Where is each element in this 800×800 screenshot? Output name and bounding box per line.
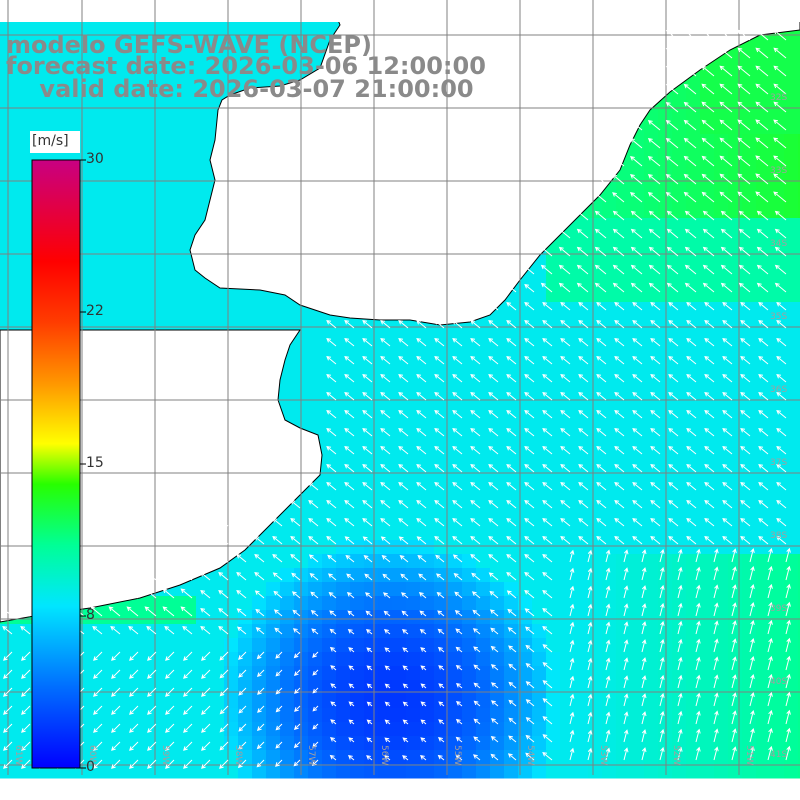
unit-box bbox=[30, 131, 80, 153]
lat-label: 41S bbox=[770, 750, 787, 760]
lon-label: 55W bbox=[452, 745, 462, 765]
lat-lon-grid bbox=[0, 0, 800, 775]
valid-date: valid date: 2026-03-07 21:00:00 bbox=[6, 75, 474, 103]
land-uruguay-brazil bbox=[0, 0, 800, 326]
forecast-date: forecast date: 2026-03-06 12:00:00 bbox=[6, 52, 486, 80]
lon-label: 53W bbox=[598, 745, 608, 765]
lat-label: 34S bbox=[770, 239, 787, 249]
lon-label: 58W bbox=[233, 745, 243, 765]
colorbar-tick-0: 0 bbox=[86, 759, 95, 775]
colorbar bbox=[31, 159, 81, 769]
lat-label: 40S bbox=[770, 677, 787, 687]
lon-label: 60W bbox=[87, 745, 97, 765]
model-title: modelo GEFS-WAVE (NCEP) bbox=[6, 31, 372, 59]
lat-label: 38S bbox=[770, 531, 787, 541]
colorbar-tick-30: 30 bbox=[86, 151, 104, 167]
lon-label: 61W bbox=[13, 745, 23, 765]
lat-label: 36S bbox=[770, 385, 787, 395]
lat-label: 37S bbox=[770, 458, 787, 468]
colorbar-tick-8: 8 bbox=[86, 607, 95, 623]
axis-labels: 32S 33S 34S 35S 36S 37S 38S 39S 40S 41S 61W 60W 59W 5… bbox=[13, 93, 787, 765]
lat-label: 35S bbox=[770, 312, 787, 322]
lon-label: 59W bbox=[160, 745, 170, 765]
lon-label: 52W bbox=[671, 745, 681, 765]
colorbar-unit: [m/s] bbox=[32, 133, 69, 149]
lat-label: 32S bbox=[770, 93, 787, 103]
lon-label: 57W bbox=[306, 745, 316, 765]
lon-label: 56W bbox=[379, 745, 389, 765]
colorbar-tick-22: 22 bbox=[86, 303, 104, 319]
lat-label: 33S bbox=[770, 166, 787, 176]
lon-label: 54W bbox=[525, 745, 535, 765]
lon-label: 51W bbox=[744, 745, 754, 765]
colorbar-tick-15: 15 bbox=[86, 455, 104, 471]
lat-label: 39S bbox=[770, 604, 787, 614]
